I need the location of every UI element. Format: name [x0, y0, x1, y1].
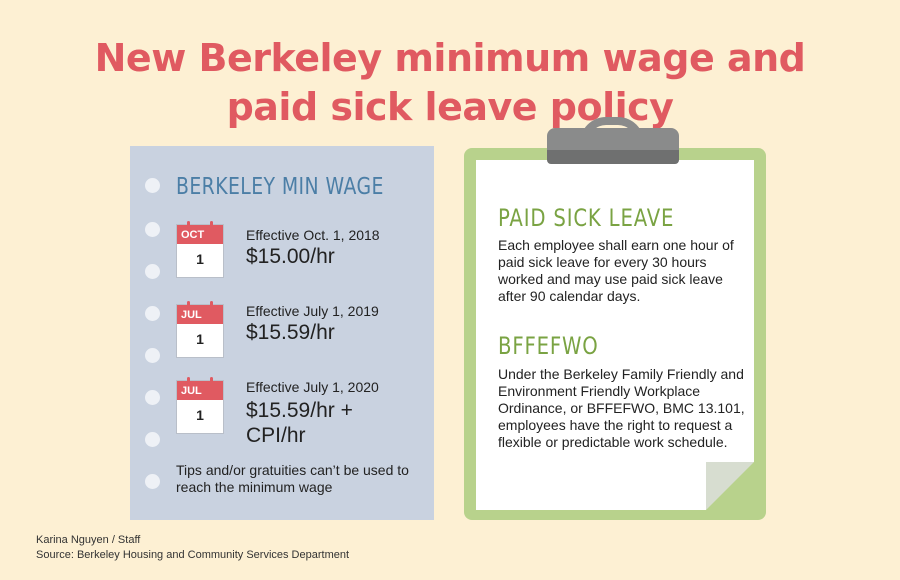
tips-note: Tips and/or gratuities can’t be used to …	[176, 462, 409, 495]
title-line-1: New Berkeley minimum wage and	[94, 36, 806, 80]
bffefwo-heading: BFFEFWO	[498, 332, 599, 360]
notepad-hole-icon	[145, 222, 160, 237]
wage-amount-line-1: $15.59/hr +	[246, 399, 353, 422]
calendar-icon: OCT 1	[176, 221, 224, 278]
notepad-hole-icon	[145, 474, 160, 489]
notepad-hole-icon	[145, 178, 160, 193]
calendar-icon: JUL 1	[176, 377, 224, 434]
calendar-day: 1	[196, 331, 204, 347]
clipboard-paper	[476, 160, 754, 510]
credit: Karina Nguyen / Staff	[36, 534, 141, 546]
effective-date: Effective Oct. 1, 2018	[246, 227, 380, 243]
calendar-icon: JUL 1	[176, 301, 224, 358]
wage-amount-line-2: CPI/hr	[246, 424, 306, 447]
notepad-hole-icon	[145, 264, 160, 279]
notepad-hole-icon	[145, 390, 160, 405]
min-wage-heading: BERKELEY MIN WAGE	[176, 174, 384, 200]
notepad-hole-icon	[145, 348, 160, 363]
notepad-hole-icon	[145, 432, 160, 447]
calendar-day: 1	[196, 407, 204, 423]
calendar-day: 1	[196, 251, 204, 267]
calendar-month: OCT	[177, 225, 223, 244]
clipboard-clip-base	[547, 150, 679, 164]
min-wage-notepad: BERKELEY MIN WAGE OCT 1 Effective Oct. 1…	[130, 146, 434, 520]
page-title: New Berkeley minimum wage and paid sick …	[0, 34, 900, 132]
bffefwo-body: Under the Berkeley Family Friendly and E…	[498, 366, 745, 450]
calendar-month: JUL	[177, 381, 223, 400]
calendar-month: JUL	[177, 305, 223, 324]
notepad-hole-icon	[145, 306, 160, 321]
clipboard	[464, 148, 766, 520]
source: Source: Berkeley Housing and Community S…	[36, 549, 350, 561]
effective-date: Effective July 1, 2019	[246, 303, 379, 319]
title-line-2: paid sick leave policy	[226, 85, 674, 129]
paid-sick-leave-body: Each employee shall earn one hour of pai…	[498, 237, 734, 304]
wage-amount: $15.00/hr	[246, 245, 335, 268]
wage-amount: $15.59/hr	[246, 321, 335, 344]
paid-sick-leave-heading: PAID SICK LEAVE	[498, 204, 675, 232]
effective-date: Effective July 1, 2020	[246, 379, 379, 395]
page-fold	[706, 462, 754, 510]
